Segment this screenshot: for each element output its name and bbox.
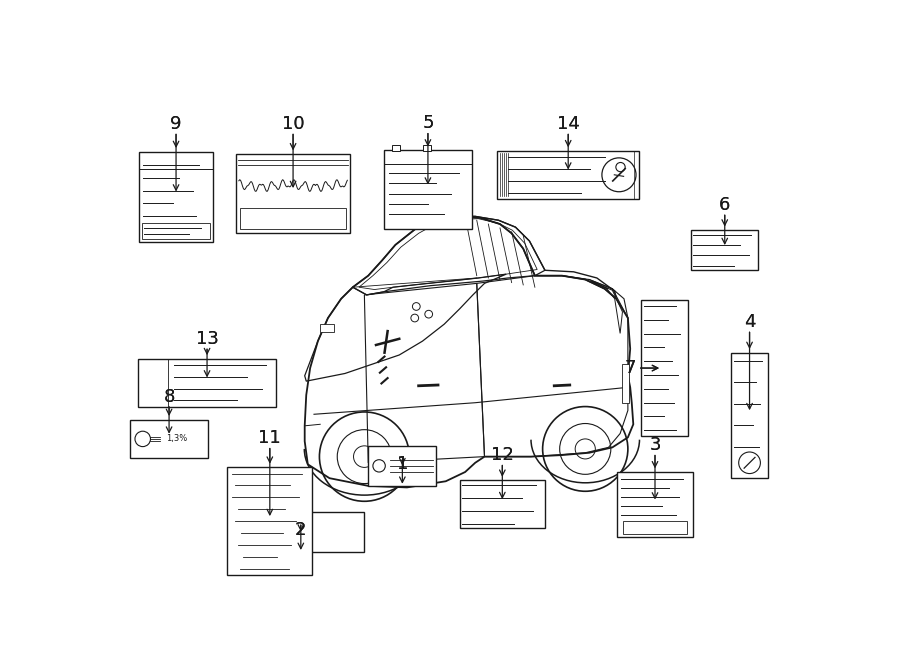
Bar: [384, 150, 472, 229]
Bar: [617, 472, 693, 537]
Bar: [142, 223, 210, 239]
Bar: [498, 151, 639, 199]
Bar: [691, 230, 759, 270]
Text: 12: 12: [491, 446, 514, 464]
Bar: [130, 420, 208, 458]
Text: 11: 11: [258, 429, 281, 447]
Text: 12: 12: [491, 446, 514, 464]
Bar: [139, 152, 213, 242]
Bar: [320, 324, 334, 332]
Bar: [236, 154, 350, 233]
Text: 3: 3: [649, 436, 661, 454]
Bar: [731, 353, 769, 478]
Text: 7: 7: [625, 359, 636, 377]
Text: 14: 14: [557, 115, 580, 133]
Text: 2: 2: [295, 521, 307, 539]
Bar: [368, 446, 436, 486]
Text: 2: 2: [295, 521, 307, 539]
Text: 9: 9: [170, 115, 182, 133]
Text: 5: 5: [422, 114, 434, 132]
Text: 8: 8: [164, 387, 175, 406]
Text: 3: 3: [649, 436, 661, 454]
Text: 1: 1: [397, 455, 408, 473]
Text: 1: 1: [397, 455, 408, 473]
Bar: [623, 520, 688, 534]
Text: 5: 5: [422, 114, 434, 132]
Bar: [460, 481, 545, 528]
Text: 11: 11: [258, 429, 281, 447]
Text: 13: 13: [195, 330, 219, 348]
Text: 10: 10: [282, 115, 304, 133]
Bar: [238, 512, 364, 552]
Bar: [227, 467, 312, 575]
Text: 7: 7: [625, 359, 636, 377]
Text: 4: 4: [743, 313, 755, 331]
Bar: [623, 364, 629, 403]
Text: 14: 14: [557, 115, 580, 133]
Bar: [423, 145, 430, 151]
Text: 8: 8: [164, 387, 175, 406]
Bar: [240, 208, 346, 229]
Text: 1,3%: 1,3%: [166, 434, 187, 444]
Text: 6: 6: [719, 196, 731, 214]
Text: 10: 10: [282, 115, 304, 133]
Bar: [392, 145, 400, 151]
Bar: [641, 300, 688, 436]
Text: 9: 9: [170, 115, 182, 133]
Bar: [138, 359, 276, 407]
Text: 13: 13: [195, 330, 219, 348]
Text: 6: 6: [719, 196, 731, 214]
Text: 4: 4: [743, 313, 755, 331]
